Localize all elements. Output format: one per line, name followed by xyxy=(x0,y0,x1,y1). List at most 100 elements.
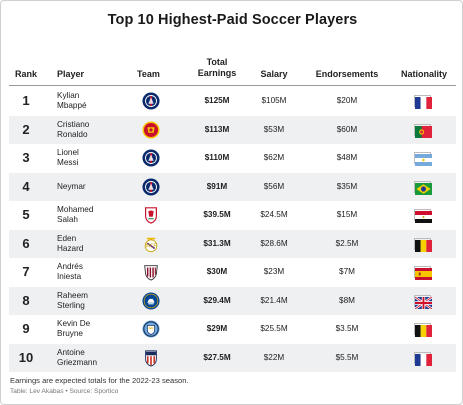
liverpool-crest-icon xyxy=(142,206,160,224)
player-first-name: Eden xyxy=(57,233,77,243)
column-header-player: Player xyxy=(57,69,85,79)
rank-cell: 3 xyxy=(22,150,30,165)
manchester-city-crest-icon xyxy=(142,320,160,338)
france-flag-icon xyxy=(414,95,432,109)
brazil-flag-icon xyxy=(414,180,432,195)
player-first-name: Neymar xyxy=(57,181,86,191)
column-header-team: Team xyxy=(137,69,160,79)
psg-crest-icon xyxy=(142,177,160,196)
total-earnings-cell: $29M xyxy=(206,324,228,333)
vissel-kobe-crest-icon xyxy=(142,263,160,281)
header-divider xyxy=(9,85,456,86)
column-header-nationality: Nationality xyxy=(400,69,447,79)
player-last-name: Iniesta xyxy=(57,272,82,281)
player-cell: Antoine Griezmann xyxy=(57,348,137,368)
table-row: 10 Antoine Griezmann $27.5M $22M $5.5M xyxy=(9,343,456,372)
total-earnings-cell: $91M xyxy=(206,181,228,191)
total-earnings-cell: $113M xyxy=(204,124,230,134)
table-row: 7 Andrés Iniesta $30M $23M $7M xyxy=(9,258,456,287)
table-row: 9 Kevin De Bruyne $29M $25.5M $3.5M xyxy=(9,315,456,344)
player-first-name: Kylian xyxy=(57,91,80,100)
endorsements-cell: $8M xyxy=(339,295,355,305)
endorsements-cell: $48M xyxy=(336,153,358,162)
column-header-rank: Rank xyxy=(15,69,38,79)
column-header-total-earnings: Total Earnings xyxy=(189,57,245,79)
total-earnings-cell: $30M xyxy=(206,267,228,276)
player-cell: Kylian Mbappé xyxy=(57,91,137,111)
rank-cell: 8 xyxy=(22,292,30,308)
player-cell: Lionel Messi xyxy=(57,148,137,168)
player-last-name: Hazard xyxy=(57,243,84,253)
table-row: 2 Cristiano Ronaldo $113M $53M $60M xyxy=(9,115,456,144)
table-row: 5 Mohamed Salah $39.5M $24.5M $15M xyxy=(9,201,456,230)
endorsements-cell: $35M xyxy=(336,181,358,191)
column-header-total-line1: Total xyxy=(206,57,228,67)
footnote: Earnings are expected totals for the 202… xyxy=(10,376,189,385)
player-last-name: Sterling xyxy=(57,300,85,310)
salary-cell: $53M xyxy=(263,124,285,134)
salary-cell: $23M xyxy=(263,267,285,276)
column-header-total-line2: Earnings xyxy=(197,68,237,78)
table-title: Top 10 Highest-Paid Soccer Players xyxy=(107,12,358,28)
player-first-name: Antoine xyxy=(57,347,85,357)
player-last-name: Messi xyxy=(57,158,79,167)
player-first-name: Lionel xyxy=(57,148,79,157)
endorsements-cell: $20M xyxy=(336,96,358,105)
endorsements-cell: $2.5M xyxy=(335,238,359,248)
salary-cell: $105M xyxy=(261,96,287,105)
rank-cell: 7 xyxy=(22,264,30,279)
spain-flag-icon xyxy=(414,266,432,280)
total-earnings-cell: $125M xyxy=(204,96,230,105)
player-last-name: Bruyne xyxy=(57,329,83,338)
table-row: 3 Lionel Messi $110M $62M $48M xyxy=(9,144,456,173)
table-row: 6 Eden Hazard MCF $31.3M $28.6M $2.5M xyxy=(9,229,456,258)
atletico-madrid-crest-icon xyxy=(142,349,160,367)
total-earnings-cell: $39.5M xyxy=(203,210,231,219)
salary-cell: $28.6M xyxy=(260,238,288,248)
endorsements-cell: $7M xyxy=(339,267,355,276)
belgium-flag-icon xyxy=(414,237,432,252)
endorsements-cell: $3.5M xyxy=(335,324,359,333)
salary-cell: $25.5M xyxy=(260,324,288,333)
argentina-flag-icon xyxy=(414,152,432,166)
portugal-flag-icon xyxy=(414,123,432,138)
total-earnings-cell: $29.4M xyxy=(203,295,231,305)
manchester-united-crest-icon xyxy=(142,120,160,139)
column-header-salary: Salary xyxy=(260,69,288,79)
france-flag-icon xyxy=(414,351,432,366)
belgium-flag-icon xyxy=(414,323,432,337)
table-row: 4 Neymar $91M $56M $35M xyxy=(9,172,456,201)
rank-cell: 9 xyxy=(22,321,30,336)
player-cell: Mohamed Salah xyxy=(57,205,137,225)
salary-cell: $21.4M xyxy=(260,295,288,305)
real-madrid-crest-icon: MCF xyxy=(142,235,160,253)
player-cell: Eden Hazard xyxy=(57,234,137,254)
player-cell: Raheem Sterling xyxy=(57,291,137,311)
table-row: 8 Raheem Sterling $29.4M $21.4M $8M xyxy=(9,286,456,315)
player-last-name: Salah xyxy=(57,215,78,224)
endorsements-cell: $5.5M xyxy=(335,352,359,362)
player-last-name: Ronaldo xyxy=(57,129,88,139)
salary-cell: $62M xyxy=(263,153,285,162)
salary-cell: $56M xyxy=(263,181,285,191)
rank-cell: 2 xyxy=(22,121,30,137)
uk-flag-icon xyxy=(414,294,433,310)
player-cell: Kevin De Bruyne xyxy=(57,319,137,339)
psg-crest-icon xyxy=(142,92,160,110)
total-earnings-cell: $31.3M xyxy=(203,238,231,248)
source-credit: Table: Lev Akabas • Source: Sportico xyxy=(10,388,119,395)
rank-cell: 4 xyxy=(22,178,30,194)
column-header-endorsements: Endorsements xyxy=(315,69,379,79)
player-cell: Andrés Iniesta xyxy=(57,262,137,282)
total-earnings-cell: $27.5M xyxy=(203,352,231,362)
player-last-name: Mbappé xyxy=(57,101,87,110)
player-first-name: Raheem xyxy=(57,290,88,300)
player-cell: Cristiano Ronaldo xyxy=(57,120,137,140)
player-first-name: Cristiano xyxy=(57,119,90,129)
table-header: Rank Player Team Total Earnings Salary E… xyxy=(1,51,463,87)
rank-cell: 6 xyxy=(22,235,30,251)
chelsea-crest-icon xyxy=(142,291,160,310)
salary-cell: $24.5M xyxy=(260,210,288,219)
rank-cell: 10 xyxy=(18,349,34,365)
